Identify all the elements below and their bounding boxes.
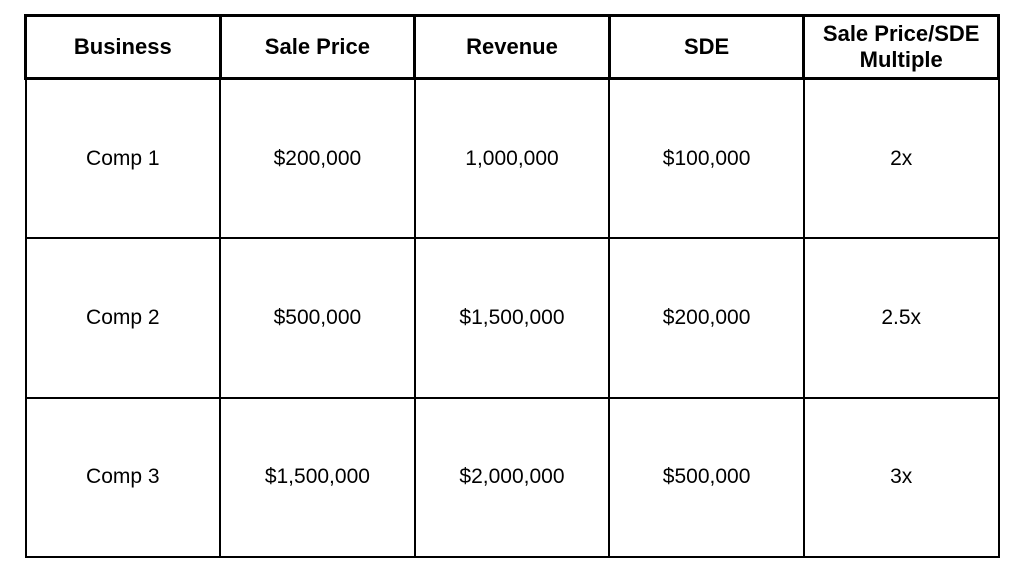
cell-sde: $500,000 — [609, 398, 804, 558]
table-row: Comp 3 $1,500,000 $2,000,000 $500,000 3x — [26, 398, 999, 558]
cell-revenue: $1,500,000 — [415, 238, 610, 398]
cell-multiple: 3x — [804, 398, 999, 558]
cell-multiple: 2x — [804, 79, 999, 239]
table-row: Comp 2 $500,000 $1,500,000 $200,000 2.5x — [26, 238, 999, 398]
comparables-table: Business Sale Price Revenue SDE Sale Pri… — [24, 14, 1000, 558]
cell-sde: $200,000 — [609, 238, 804, 398]
col-revenue: Revenue — [415, 16, 610, 79]
cell-sale-price: $1,500,000 — [220, 398, 415, 558]
cell-business: Comp 3 — [26, 398, 221, 558]
col-multiple: Sale Price/SDE Multiple — [804, 16, 999, 79]
cell-sale-price: $200,000 — [220, 79, 415, 239]
cell-sde: $100,000 — [609, 79, 804, 239]
cell-business: Comp 1 — [26, 79, 221, 239]
table-header-row: Business Sale Price Revenue SDE Sale Pri… — [26, 16, 999, 79]
cell-business: Comp 2 — [26, 238, 221, 398]
cell-revenue: 1,000,000 — [415, 79, 610, 239]
col-business: Business — [26, 16, 221, 79]
cell-multiple: 2.5x — [804, 238, 999, 398]
col-sale-price: Sale Price — [220, 16, 415, 79]
cell-sale-price: $500,000 — [220, 238, 415, 398]
col-sde: SDE — [609, 16, 804, 79]
table-body: Comp 1 $200,000 1,000,000 $100,000 2x Co… — [26, 79, 999, 558]
table-row: Comp 1 $200,000 1,000,000 $100,000 2x — [26, 79, 999, 239]
table-header: Business Sale Price Revenue SDE Sale Pri… — [26, 16, 999, 79]
cell-revenue: $2,000,000 — [415, 398, 610, 558]
